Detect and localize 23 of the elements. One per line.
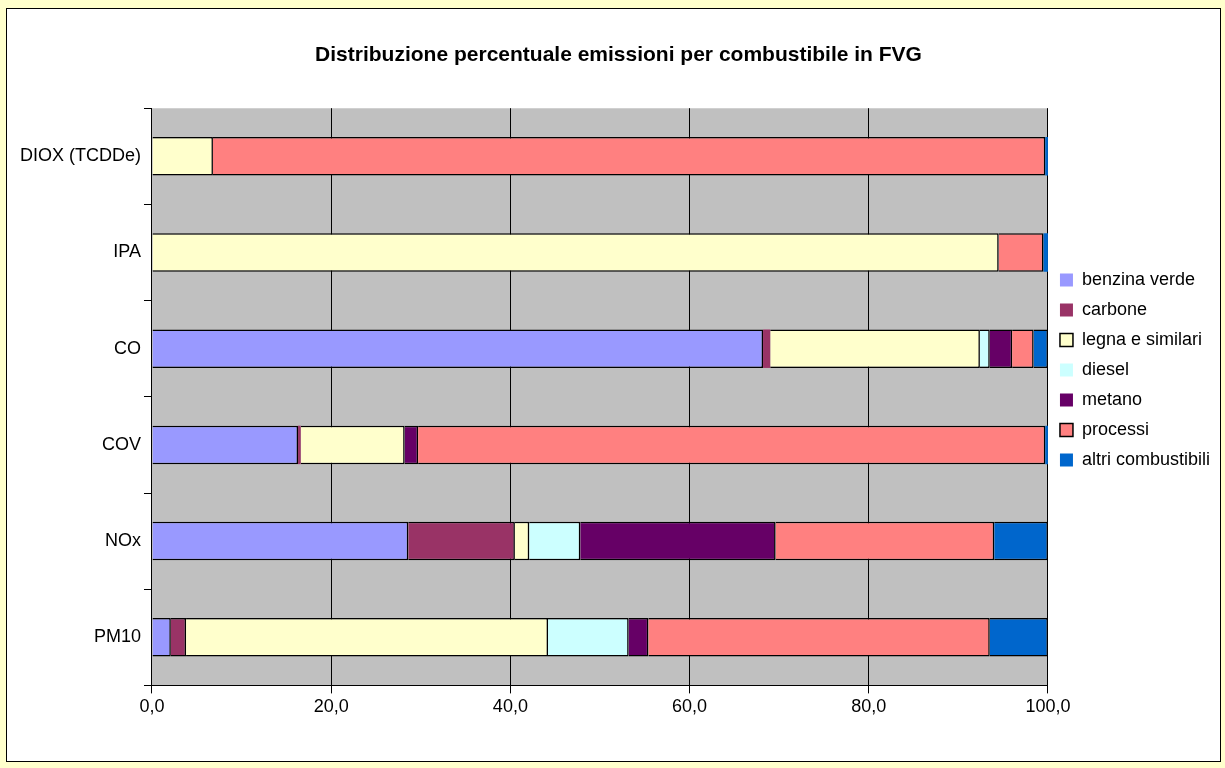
legend-label: carbone bbox=[1081, 298, 1148, 319]
bar bbox=[298, 425, 301, 465]
x-tick-label: 80,0 bbox=[851, 696, 887, 717]
bar bbox=[1043, 233, 1048, 272]
chart-title: Distribuzione percentuale emissioni per combustibile in FVG bbox=[315, 42, 922, 66]
y-tick-label: DIOX (TCDDe) bbox=[20, 145, 141, 166]
x-tick-label: 40,0 bbox=[492, 696, 528, 717]
x-tick-label: 60,0 bbox=[672, 696, 708, 717]
y-tick-label: COV bbox=[101, 433, 141, 454]
legend-label: metano bbox=[1081, 388, 1143, 409]
legend-label: altri combustibili bbox=[1081, 448, 1211, 469]
legend-label: benzina verde bbox=[1081, 268, 1196, 289]
y-tick-label: NOx bbox=[105, 530, 141, 551]
y-tick-label: CO bbox=[114, 337, 141, 358]
y-tick-label: PM10 bbox=[93, 626, 141, 647]
x-tick-label: 0,0 bbox=[139, 696, 165, 717]
y-tick-label: IPA bbox=[113, 241, 141, 262]
legend-label: legna e similari bbox=[1081, 328, 1203, 349]
bar bbox=[763, 329, 771, 368]
legend-label: processi bbox=[1081, 418, 1149, 439]
x-tick-label: 100,0 bbox=[1025, 696, 1071, 717]
legend-label: diesel bbox=[1081, 358, 1129, 379]
x-tick-label: 20,0 bbox=[313, 696, 349, 717]
